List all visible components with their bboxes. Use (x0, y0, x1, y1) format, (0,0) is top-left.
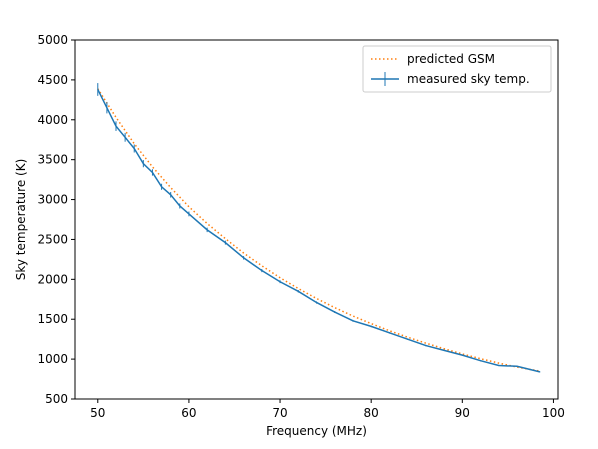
plot-area (74, 39, 559, 400)
x-tick-label: 80 (364, 406, 379, 420)
x-axis: 50 60 70 80 90 100 (90, 399, 565, 420)
y-tick-label: 5000 (37, 33, 68, 47)
legend-label-measured-sky-temp: measured sky temp. (407, 72, 530, 86)
x-axis-title: Frequency (MHz) (266, 424, 367, 438)
legend-box (362, 45, 552, 93)
x-tick-label: 90 (455, 406, 470, 420)
y-tick-label: 3500 (37, 153, 68, 167)
y-axis: 500 1000 1500 2000 2500 3000 3500 4000 4500 5000 (37, 33, 75, 406)
x-tick-label: 50 (90, 406, 105, 420)
y-tick-label: 3000 (37, 193, 68, 207)
y-axis-title: Sky temperature (K) (14, 159, 28, 281)
x-tick-label: 60 (181, 406, 196, 420)
x-tick-label: 70 (272, 406, 287, 420)
legend-label-predicted-gsm: predicted GSM (407, 52, 495, 66)
y-tick-label: 500 (45, 392, 68, 406)
y-tick-label: 1000 (37, 352, 68, 366)
plot-frame (74, 39, 559, 400)
y-tick-label: 2000 (37, 272, 68, 286)
x-tick-label: 100 (542, 406, 565, 420)
y-tick-label: 1500 (37, 312, 68, 326)
y-tick-label: 4500 (37, 73, 68, 87)
y-tick-label: 2500 (37, 232, 68, 246)
legend: predicted GSM measured sky temp. (362, 45, 552, 93)
series-line-measured-sky-temp (97, 89, 540, 373)
series-layer (97, 83, 541, 373)
series-line-predicted-gsm (97, 88, 540, 372)
y-tick-label: 4000 (37, 113, 68, 127)
